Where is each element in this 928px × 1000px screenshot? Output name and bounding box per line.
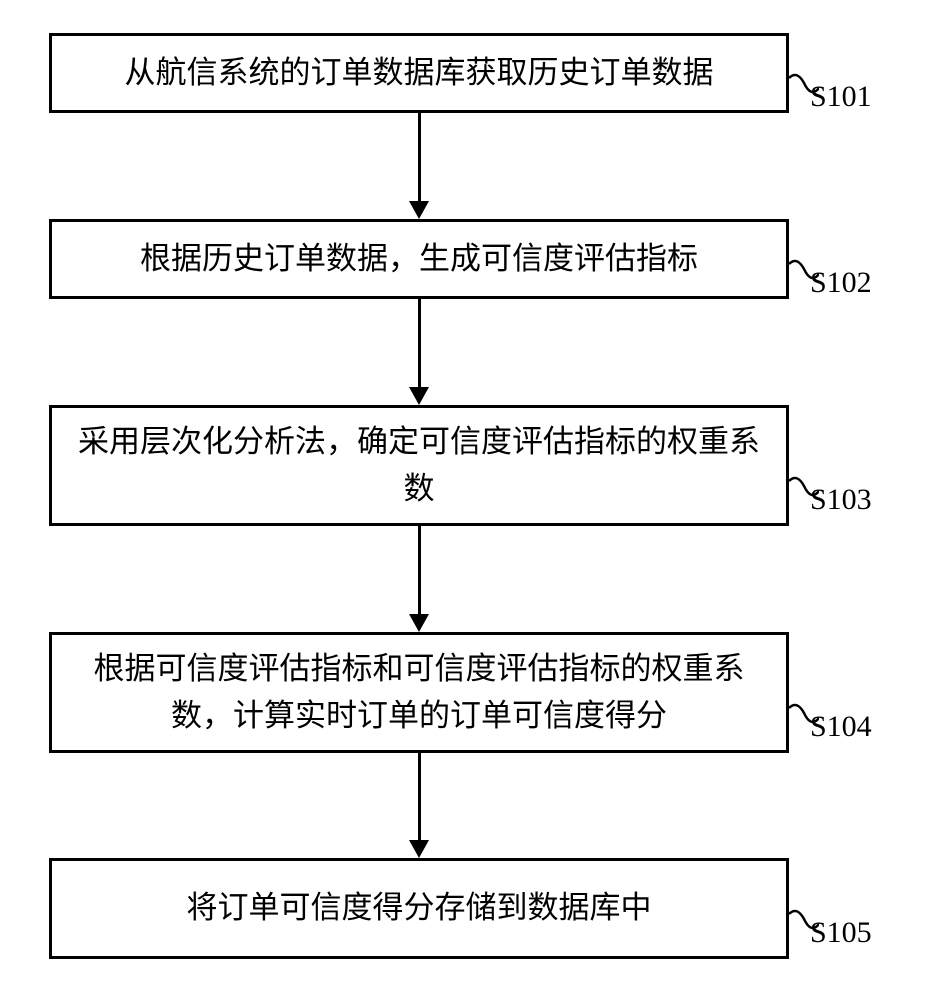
arrow-2-line	[418, 299, 421, 387]
flow-step-2: 根据历史订单数据，生成可信度评估指标	[49, 219, 789, 299]
flow-step-3: 采用层次化分析法，确定可信度评估指标的权重系数	[49, 405, 789, 526]
flow-step-3-text: 采用层次化分析法，确定可信度评估指标的权重系数	[72, 419, 766, 512]
flow-step-1: 从航信系统的订单数据库获取历史订单数据	[49, 33, 789, 113]
arrow-3-line	[418, 526, 421, 614]
arrow-1-line	[418, 113, 421, 201]
arrow-3-head	[409, 614, 429, 632]
step-label-3: S103	[810, 483, 872, 517]
flow-step-4: 根据可信度评估指标和可信度评估指标的权重系数，计算实时订单的订单可信度得分	[49, 632, 789, 753]
arrow-4-line	[418, 753, 421, 841]
flow-step-4-text: 根据可信度评估指标和可信度评估指标的权重系数，计算实时订单的订单可信度得分	[72, 646, 766, 739]
arrow-1-head	[409, 201, 429, 219]
step-label-4: S104	[810, 710, 872, 744]
flow-step-1-text: 从航信系统的订单数据库获取历史订单数据	[125, 50, 714, 97]
flow-step-5-text: 将订单可信度得分存储到数据库中	[187, 885, 652, 932]
flow-step-2-text: 根据历史订单数据，生成可信度评估指标	[140, 236, 698, 283]
step-label-2: S102	[810, 266, 872, 300]
arrow-4-head	[409, 840, 429, 858]
step-label-1: S101	[810, 80, 872, 114]
arrow-2-head	[409, 387, 429, 405]
flowchart-container: 从航信系统的订单数据库获取历史订单数据 S101 根据历史订单数据，生成可信度评…	[0, 0, 928, 1000]
step-label-5: S105	[810, 916, 872, 950]
flow-step-5: 将订单可信度得分存储到数据库中	[49, 858, 789, 959]
